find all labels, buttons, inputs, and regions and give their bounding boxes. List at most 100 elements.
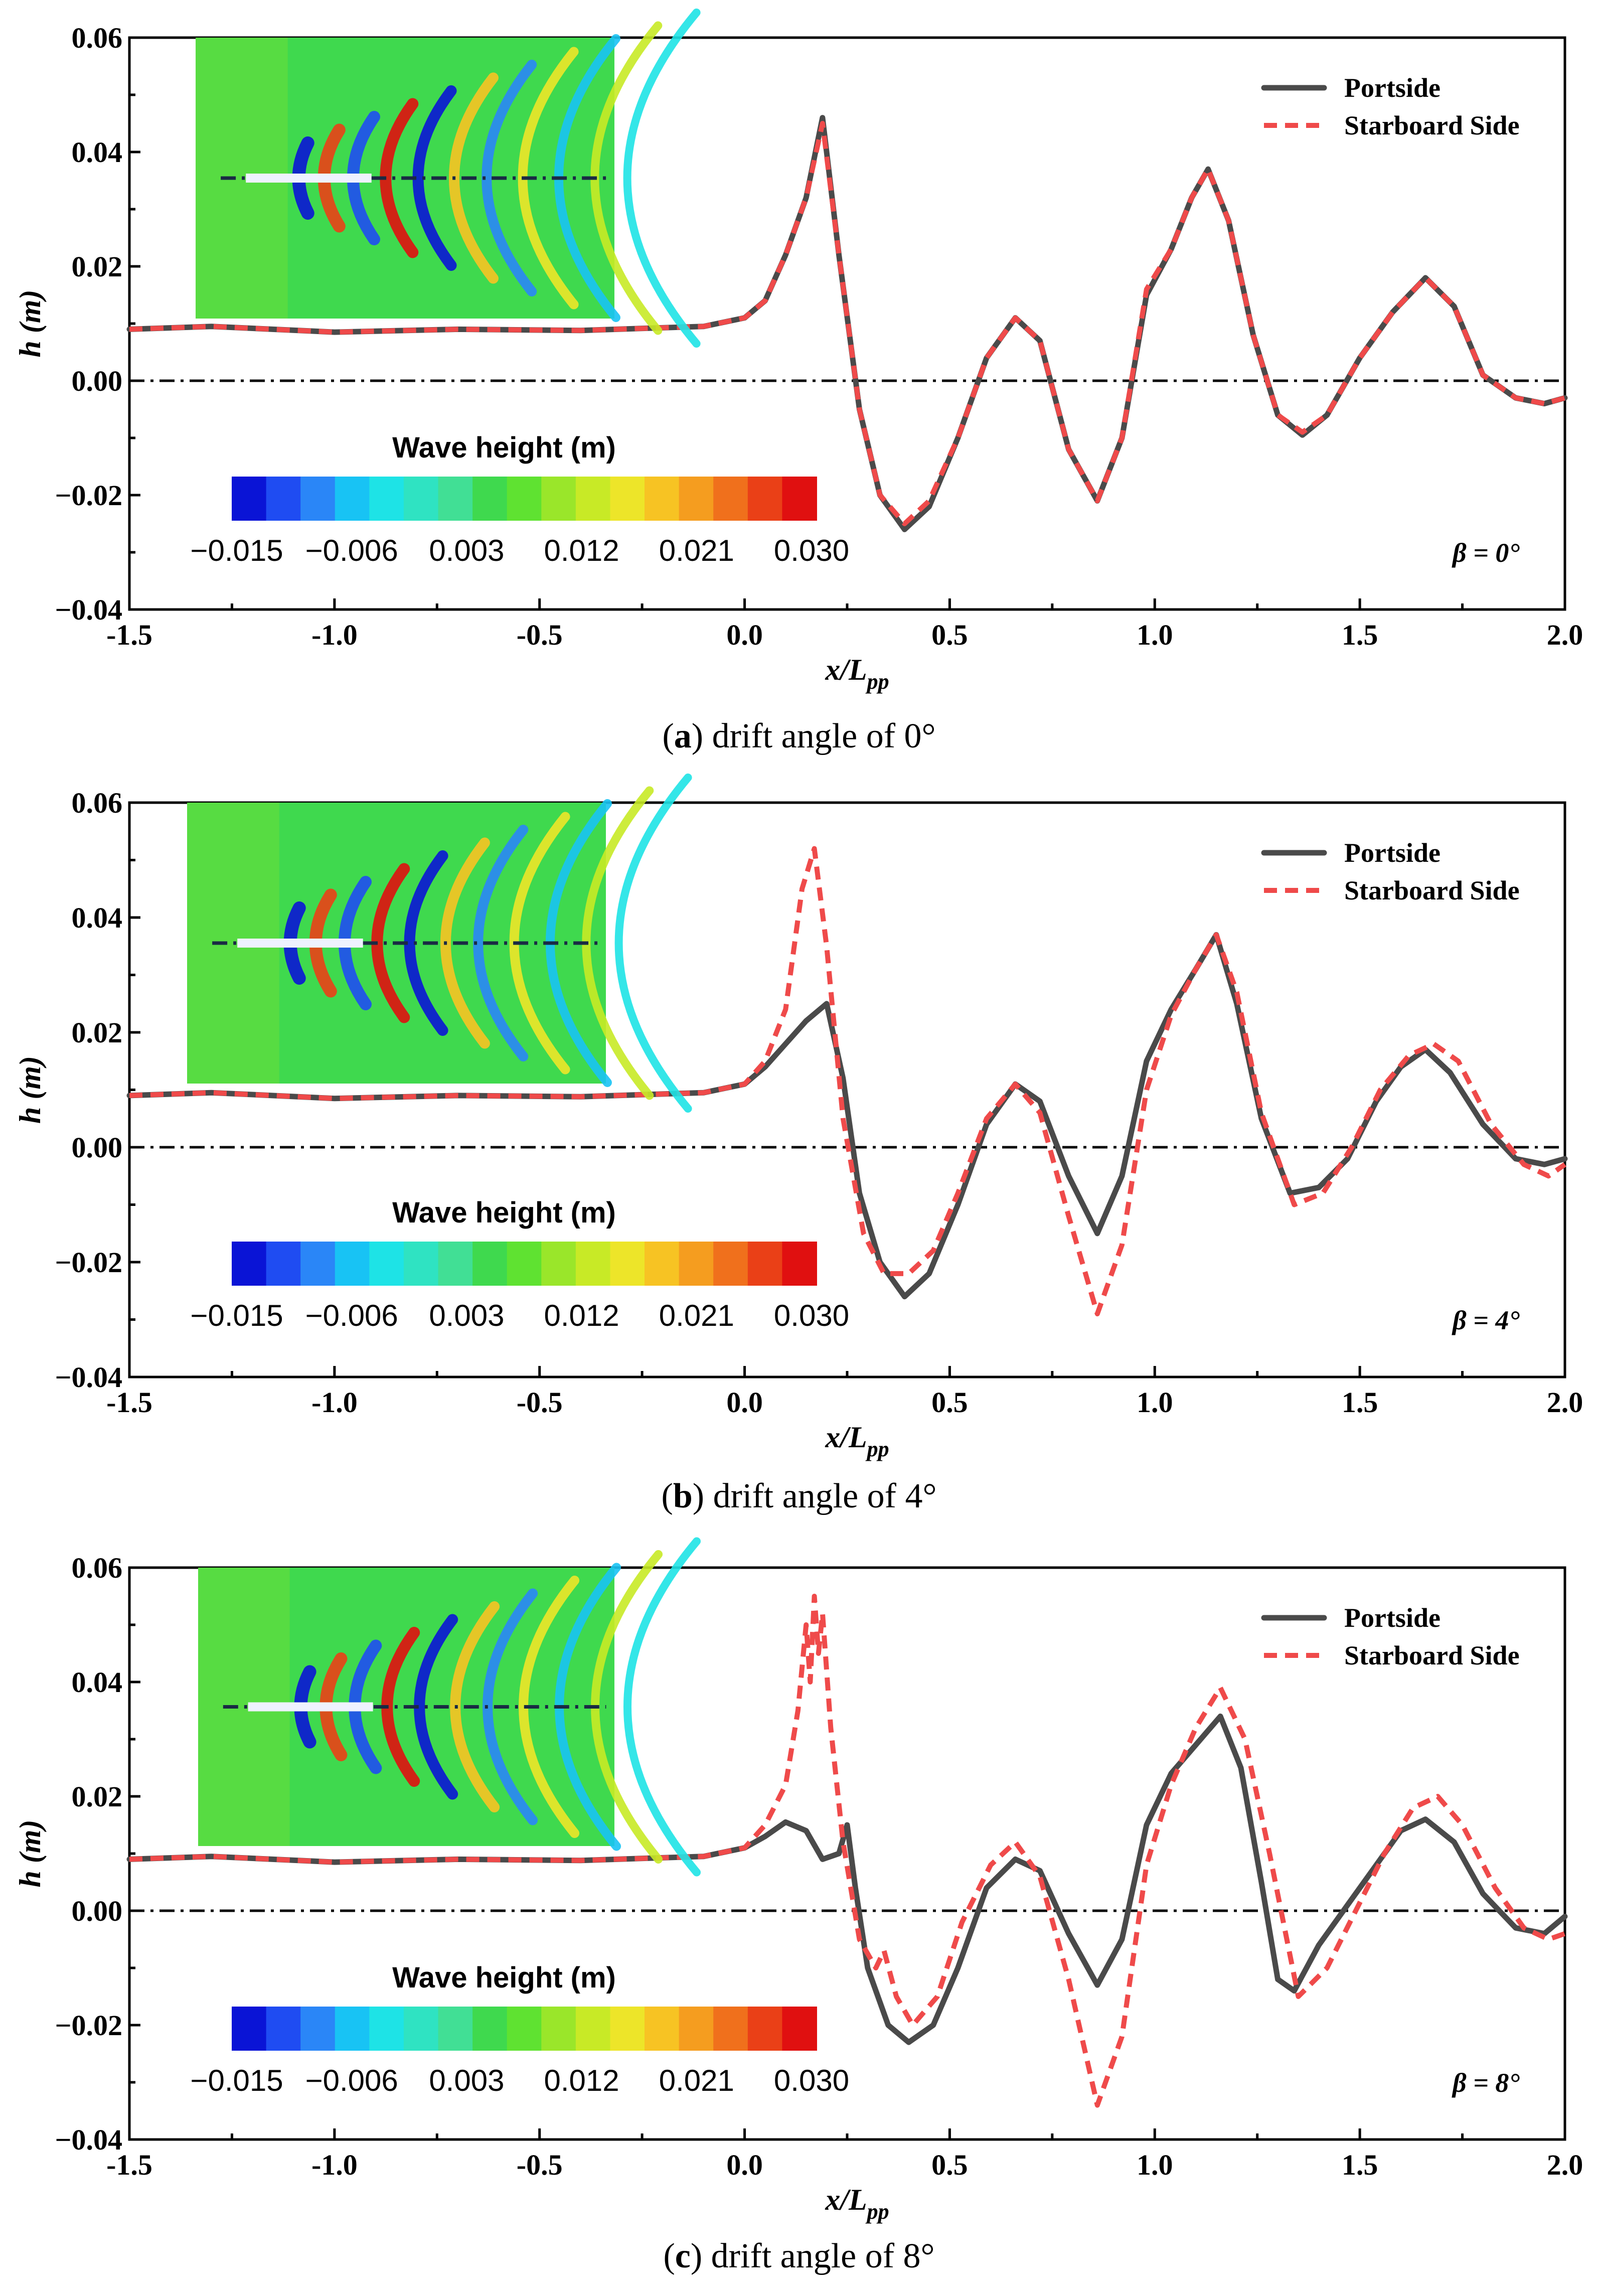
x-tick-label: 2.0 (1547, 619, 1583, 651)
wave-crest (414, 1614, 458, 1800)
colorbar-tick-label: 0.003 (429, 2064, 504, 2097)
colorbar-swatch (782, 1242, 817, 1286)
y-tick-label: −0.02 (55, 1246, 122, 1279)
x-tick-label: 1.0 (1137, 1386, 1173, 1419)
wave-crest (614, 774, 692, 1113)
series-line-starboard (129, 1594, 1566, 2108)
ship-hull (237, 939, 363, 948)
colorbar-tick-label: 0.012 (544, 2064, 619, 2097)
x-tick-label: 0.5 (931, 1386, 968, 1419)
x-tick-label: -1.0 (311, 2149, 358, 2181)
chart-panel-a: -1.5 -1.0 -0.5 0.0 0.5 1.0 1.5 2.0 −0.04 −0.02 0.0… (14, 9, 1583, 755)
x-tick-label: -1.0 (311, 1386, 358, 1419)
colorbar-swatch (541, 2007, 576, 2051)
ship-hull (246, 174, 372, 183)
x-tick-label: -1.0 (311, 619, 358, 651)
colorbar-swatch (645, 2007, 680, 2051)
y-tick-label: 0.04 (72, 1666, 123, 1699)
colorbar-swatch (747, 2007, 783, 2051)
wave-crest (623, 9, 701, 348)
colorbar-swatch (610, 2007, 646, 2051)
legend-label-starboard: Starboard Side (1344, 110, 1520, 140)
colorbar-tick-label: 0.021 (659, 1299, 734, 1332)
y-tick-label: 0.02 (72, 250, 123, 283)
colorbar-tick-label: 0.003 (429, 1299, 504, 1332)
wave-crest (412, 85, 457, 271)
x-tick-label: 0.0 (726, 619, 763, 651)
x-tick-label: -1.5 (106, 619, 152, 651)
drift-angle-label: β = 0° (1452, 538, 1520, 568)
colorbar-swatch (782, 2007, 817, 2051)
y-axis-title: h (m) (14, 290, 47, 358)
colorbar-swatch (232, 2007, 267, 2051)
panel-caption: (c) drift angle of 8° (663, 2237, 934, 2275)
caption-paren-open: ( (663, 2237, 675, 2275)
caption-paren-close: ) (693, 1477, 704, 1515)
y-tick-label: 0.00 (72, 1895, 123, 1927)
colorbar-swatch (713, 2007, 748, 2051)
caption-paren-open: ( (662, 717, 674, 755)
colorbar-swatch (679, 1242, 714, 1286)
colorbar-tick-label: −0.006 (305, 1299, 398, 1332)
colorbar-swatch (645, 1242, 680, 1286)
y-tick-label: 0.04 (72, 136, 123, 169)
x-axis-title-subscript: pp (865, 2199, 889, 2224)
y-tick-label: 0.06 (72, 1552, 123, 1584)
colorbar-swatch (438, 2007, 473, 2051)
chart-panel-b: -1.5 -1.0 -0.5 0.0 0.5 1.0 1.5 2.0 −0.04 −0.02 0.0… (14, 774, 1583, 1515)
y-axis-title: h (m) (14, 1820, 47, 1888)
x-axis-title-main: x/L (825, 1421, 867, 1454)
caption-paren-open: ( (662, 1477, 673, 1515)
colorbar-swatch (747, 477, 783, 521)
x-axis-title: x/Lpp (825, 2183, 889, 2224)
x-tick-label: 2.0 (1547, 2149, 1583, 2181)
colorbar-title: Wave height (m) (392, 1961, 616, 1994)
legend-label-starboard: Starboard Side (1344, 875, 1520, 905)
x-tick-label: -0.5 (517, 1386, 563, 1419)
colorbar-tick-label: −0.015 (190, 1299, 283, 1332)
wave-contour-inset (198, 1537, 701, 1877)
wave-crest (473, 825, 529, 1061)
colorbar-swatch (300, 477, 336, 521)
series-line-portside (126, 932, 1568, 1300)
colorbar-tick-label: 0.012 (544, 1299, 619, 1332)
colorbar: Wave height (m) −0.015 −0.006 0.003 0.012 0.0… (190, 1961, 849, 2097)
x-tick-label: -0.5 (517, 619, 563, 651)
x-axis-title-main: x/L (825, 2183, 867, 2216)
y-tick-label: −0.04 (55, 1361, 122, 1394)
y-tick-label: 0.02 (72, 1780, 123, 1813)
colorbar-swatch (232, 1242, 267, 1286)
caption-letter: b (673, 1477, 693, 1515)
y-tick-label: −0.02 (55, 2009, 122, 2042)
colorbar-tick-label: 0.030 (774, 1299, 849, 1332)
colorbar-swatch (369, 477, 404, 521)
x-tick-label: 1.0 (1137, 619, 1173, 651)
wave-crest (482, 60, 537, 296)
colorbar-swatch (266, 2007, 301, 2051)
caption-text: drift angle of 0° (703, 717, 935, 755)
colorbar-swatch (541, 477, 576, 521)
wave-crest (623, 1537, 701, 1877)
caption-letter: a (674, 717, 692, 755)
colorbar-swatch (507, 1242, 542, 1286)
series-line-starboard (129, 846, 1566, 1317)
caption-text: drift angle of 8° (702, 2237, 934, 2275)
colorbar-swatch (541, 1242, 576, 1286)
y-tick-label: 0.06 (72, 787, 123, 819)
wave-contour-inset (187, 774, 692, 1113)
colorbar-swatch (679, 477, 714, 521)
y-tick-label: 0.00 (72, 1131, 123, 1164)
caption-paren-close: ) (691, 2237, 702, 2275)
colorbar-swatch (747, 1242, 783, 1286)
x-axis-title-subscript: pp (865, 669, 889, 694)
colorbar-swatch (266, 1242, 301, 1286)
colorbar-swatch (575, 477, 611, 521)
y-tick-label: 0.02 (72, 1016, 123, 1049)
colorbar-swatch (782, 477, 817, 521)
colorbar-swatch (472, 2007, 508, 2051)
colorbar-tick-label: 0.012 (544, 534, 619, 567)
colorbar-swatch (369, 2007, 404, 2051)
colorbar-swatch (335, 2007, 370, 2051)
x-tick-label: 2.0 (1547, 1386, 1583, 1419)
